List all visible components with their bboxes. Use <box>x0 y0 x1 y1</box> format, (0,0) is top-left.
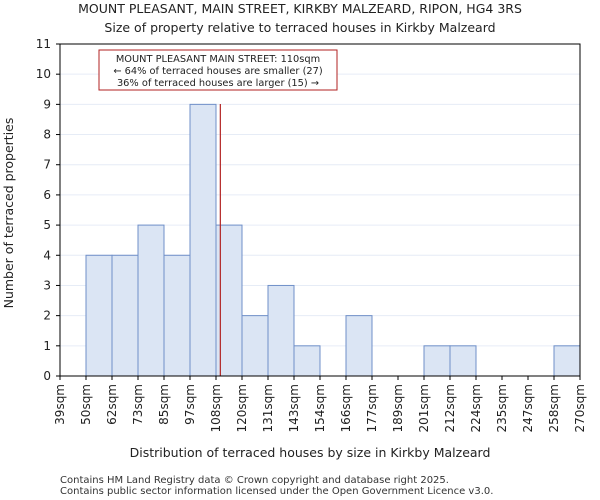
bar-62sqm <box>111 254 139 377</box>
x-axis-label: Distribution of terraced houses by size … <box>130 445 491 460</box>
bar-258sqm <box>553 345 581 377</box>
x-tick-label: 166sqm <box>339 384 353 432</box>
x-tick-label: 247sqm <box>521 384 535 432</box>
x-tick-label: 143sqm <box>287 384 301 432</box>
annotation-line3: 36% of terraced houses are larger (15) → <box>117 78 319 89</box>
y-tick-label: 5 <box>43 218 51 232</box>
bar-131sqm <box>267 284 295 377</box>
x-tick-label: 212sqm <box>443 384 457 432</box>
x-tick-label: 177sqm <box>365 384 379 432</box>
annotation-box: MOUNT PLEASANT MAIN STREET: 110sqm ← 64%… <box>98 49 338 91</box>
y-tick-label: 2 <box>43 309 51 323</box>
footer-line1: Contains HM Land Registry data © Crown c… <box>60 475 449 486</box>
x-tick-label: 108sqm <box>209 384 223 432</box>
y-tick-label: 1 <box>43 339 51 353</box>
x-tick-label: 189sqm <box>391 384 405 432</box>
x-tick-label: 73sqm <box>131 384 145 425</box>
y-tick-label: 11 <box>36 37 51 51</box>
x-tick-label: 258sqm <box>547 384 561 432</box>
x-tick-label: 154sqm <box>313 384 327 432</box>
bar-85sqm <box>163 254 191 377</box>
x-tick-label: 62sqm <box>105 384 119 425</box>
y-tick-label: 7 <box>43 158 51 172</box>
plot-frame <box>59 43 581 377</box>
x-tick-label: 131sqm <box>261 384 275 432</box>
y-tick-label: 9 <box>43 97 51 111</box>
x-tick-label: 97sqm <box>183 384 197 425</box>
plot-area: 0 1 2 3 4 5 6 7 8 9 10 11 39sqm 50sqm 62sqm 73sqm 85sqm 9… <box>36 37 587 432</box>
x-tick-label: 270sqm <box>573 384 587 432</box>
x-tick-label: 201sqm <box>417 384 431 432</box>
chart-title-line1: MOUNT PLEASANT, MAIN STREET, KIRKBY MALZ… <box>78 1 522 16</box>
bar-73sqm <box>137 224 165 377</box>
x-tick-label: 235sqm <box>495 384 509 432</box>
x-tick-label: 224sqm <box>469 384 483 432</box>
annotation-line1: MOUNT PLEASANT MAIN STREET: 110sqm <box>116 54 320 65</box>
x-tick-label: 85sqm <box>157 384 171 425</box>
bar-97sqm <box>189 103 217 377</box>
annotation-line2: ← 64% of terraced houses are smaller (27… <box>113 66 322 77</box>
footer-line2: Contains public sector information licen… <box>60 486 493 497</box>
y-tick-label: 0 <box>43 369 51 383</box>
y-tick-label: 10 <box>36 67 51 81</box>
y-tick-label: 4 <box>43 248 51 262</box>
bar-50sqm <box>85 254 113 377</box>
bar-143sqm <box>293 345 321 377</box>
y-axis-label: Number of terraced properties <box>1 118 16 309</box>
y-tick-label: 8 <box>43 128 51 142</box>
bar-201sqm <box>423 345 451 377</box>
bar-120sqm <box>241 315 269 377</box>
y-tick-label: 6 <box>43 188 51 202</box>
x-tick-label: 39sqm <box>53 384 67 425</box>
bar-212sqm <box>449 345 477 377</box>
bar-166sqm <box>345 315 373 377</box>
chart-title-line2: Size of property relative to terraced ho… <box>104 20 495 35</box>
x-tick-label: 50sqm <box>79 384 93 425</box>
y-tick-label: 3 <box>43 278 51 292</box>
x-tick-label: 120sqm <box>235 384 249 432</box>
annotation-border <box>98 49 338 91</box>
